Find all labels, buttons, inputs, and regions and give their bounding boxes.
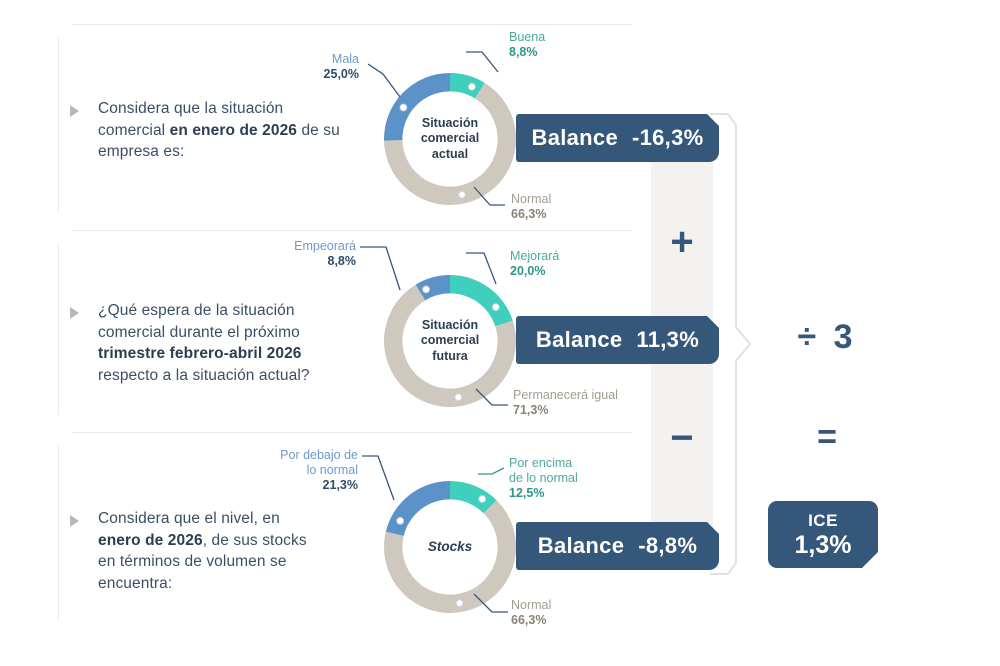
callout-positive-1-value: 8,8%: [509, 45, 538, 59]
callout-positive-3-name-l1: Por encima: [509, 456, 573, 470]
ice-acronym: ICE: [808, 510, 838, 530]
donut-marker-neutral-3: [455, 599, 464, 608]
donut-slice-positive-1: [450, 73, 485, 99]
donut-chart-stocks: Stocks: [373, 470, 527, 624]
question-1-part-2: de su empresa es:: [98, 121, 340, 161]
donut-svg-1: [384, 73, 517, 205]
question-2-part-2: respecto a la situación actual?: [98, 366, 310, 384]
callout-neutral-1: Normal 66,3%: [511, 192, 551, 222]
callout-negative-2-value: 8,8%: [327, 254, 357, 268]
callout-neutral-3-name: Normal: [511, 598, 552, 612]
callout-neutral-3-value: 66,3%: [511, 613, 547, 627]
donut-svg-2: [383, 275, 516, 407]
callout-positive-1-name: Buena: [509, 30, 546, 44]
grouping-brace: [710, 113, 752, 575]
donut-marker-negative-1: [399, 103, 408, 112]
donut-slice-neutral-2: [383, 284, 516, 407]
donut-slice-neutral-3: [384, 500, 517, 614]
donut-marker-negative-3: [396, 517, 405, 525]
question-3-part-1: enero de 2026: [98, 531, 203, 549]
balance-value-3: -8,8%: [638, 533, 698, 558]
callout-neutral-3: Normal 66,3%: [511, 598, 551, 628]
question-1-part-1: en enero de 2026: [169, 121, 298, 139]
question-text-1: Considera que la situación comercial en …: [98, 98, 348, 163]
callout-negative-2: Empeorará 8,8%: [246, 239, 356, 269]
callout-negative-3: Por debajo de lo normal 21,3%: [240, 448, 358, 493]
callout-positive-2: Mejorará 20,0%: [510, 249, 559, 279]
question-3-part-0: Considera que el nivel, en: [98, 510, 280, 527]
donut-slice-negative-3: [385, 481, 450, 536]
question-text-3: Considera que el nivel, en enero de 2026…: [98, 508, 320, 594]
question-2-part-0: ¿Qué espera de la situación comercial du…: [98, 302, 300, 341]
donut-slice-neutral-1: [384, 82, 517, 205]
ice-value: 1,3%: [794, 530, 852, 559]
callout-neutral-1-value: 66,3%: [511, 207, 547, 221]
callout-negative-1-name: Mala: [331, 52, 359, 66]
callout-positive-2-value: 20,0%: [510, 264, 546, 278]
donut-slice-positive-3: [450, 481, 497, 514]
callout-neutral-2-value: 71,3%: [513, 403, 549, 417]
callout-negative-1-value: 25,0%: [323, 67, 359, 81]
callout-negative-3-name-l2: lo normal: [306, 463, 358, 477]
donut-marker-neutral-1: [458, 190, 466, 199]
donut-slice-negative-1: [384, 73, 450, 141]
callout-negative-3-name-l1: Por debajo de: [280, 448, 358, 462]
donut-chart-situacion-actual: Situación comercial actual: [373, 62, 527, 216]
balance-value-1: -16,3%: [631, 125, 704, 150]
balance-pill-2: Balance 11,3%: [516, 316, 719, 364]
equals-sign: =: [817, 418, 837, 456]
callout-neutral-2: Permanecerá igual 71,3%: [513, 388, 618, 418]
balance-value-2: 11,3%: [636, 327, 700, 352]
question-3-part-2: , de sus stocks en términos de volumen s…: [98, 531, 307, 592]
balance-label-2: Balance: [535, 327, 623, 352]
question-2-part-1: trimestre febrero-abril 2026: [98, 345, 302, 362]
callout-positive-3: Por encima de lo normal 12,5%: [509, 456, 578, 501]
balance-label-3: Balance: [537, 533, 625, 558]
callout-negative-2-name: Empeorará: [294, 239, 356, 253]
donut-slice-positive-2: [450, 275, 513, 327]
bullet-arrow-icon-2: [70, 307, 79, 319]
donut-marker-positive-3: [478, 495, 487, 503]
donut-marker-positive-1: [468, 82, 476, 91]
divide-by-three: ÷ 3: [797, 318, 857, 356]
balance-label-1: Balance: [531, 125, 618, 150]
callout-neutral-2-name: Permanecerá igual: [513, 388, 618, 402]
callout-positive-2-name: Mejorará: [510, 249, 560, 263]
callout-negative-3-value: 21,3%: [322, 478, 358, 492]
callout-positive-1: Buena 8,8%: [509, 30, 545, 60]
donut-chart-situacion-futura: Situación comercial futura: [373, 264, 527, 418]
bullet-arrow-icon-1: [70, 105, 79, 117]
donut-slice-negative-2: [415, 275, 450, 301]
bullet-arrow-icon-3: [70, 515, 79, 527]
balance-pill-3: Balance -8,8%: [516, 522, 719, 570]
callout-neutral-1-name: Normal: [511, 192, 552, 206]
donut-marker-neutral-2: [454, 393, 463, 402]
donut-marker-negative-2: [422, 285, 431, 294]
donut-marker-positive-2: [491, 303, 500, 311]
question-text-2: ¿Qué espera de la situación comercial du…: [98, 300, 356, 386]
balance-pill-1: Balance -16,3%: [516, 114, 719, 162]
donut-svg-3: [384, 481, 517, 614]
callout-negative-1: Mala 25,0%: [249, 52, 359, 82]
operator-plus: +: [670, 220, 694, 264]
question-1-part-0: Considera que la situación comercial: [98, 100, 284, 139]
ice-result-box: ICE 1,3%: [768, 501, 878, 568]
callout-positive-3-value: 12,5%: [509, 486, 545, 500]
operator-minus: −: [670, 416, 694, 460]
callout-positive-3-name-l2: de lo normal: [509, 471, 578, 485]
